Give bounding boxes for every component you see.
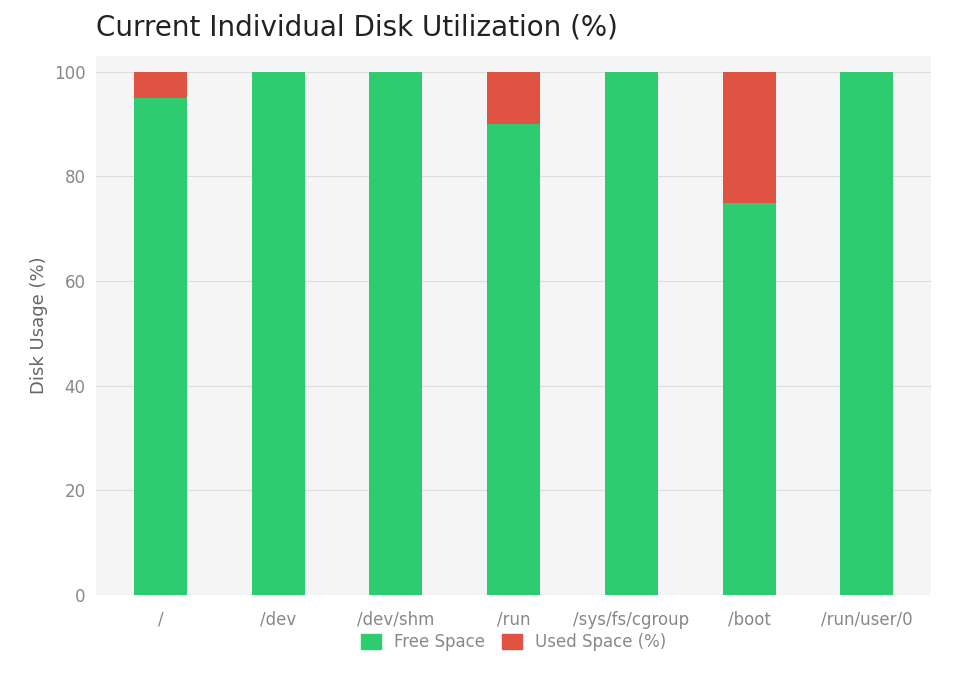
Legend: Free Space, Used Space (%): Free Space, Used Space (%) [361, 634, 666, 651]
Bar [487, 71, 540, 124]
Bar [134, 71, 187, 98]
Bar [134, 98, 187, 595]
Text: Current Individual Disk Utilization (%): Current Individual Disk Utilization (%) [96, 13, 618, 41]
Bar [252, 71, 304, 595]
Bar [723, 202, 776, 595]
Bar [370, 71, 422, 595]
Y-axis label: Disk Usage (%): Disk Usage (%) [31, 257, 48, 394]
Bar [723, 71, 776, 202]
Bar [840, 71, 893, 595]
Bar [605, 71, 658, 595]
Bar [487, 124, 540, 595]
